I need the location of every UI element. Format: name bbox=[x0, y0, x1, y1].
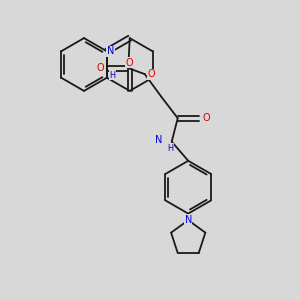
Text: H: H bbox=[167, 144, 173, 153]
Text: N: N bbox=[107, 46, 114, 56]
Text: O: O bbox=[148, 69, 155, 79]
Text: O: O bbox=[96, 63, 104, 73]
Text: H: H bbox=[109, 71, 115, 80]
Text: O: O bbox=[126, 58, 134, 68]
Text: N: N bbox=[155, 135, 163, 145]
Text: O: O bbox=[202, 113, 210, 123]
Text: N: N bbox=[184, 214, 192, 225]
